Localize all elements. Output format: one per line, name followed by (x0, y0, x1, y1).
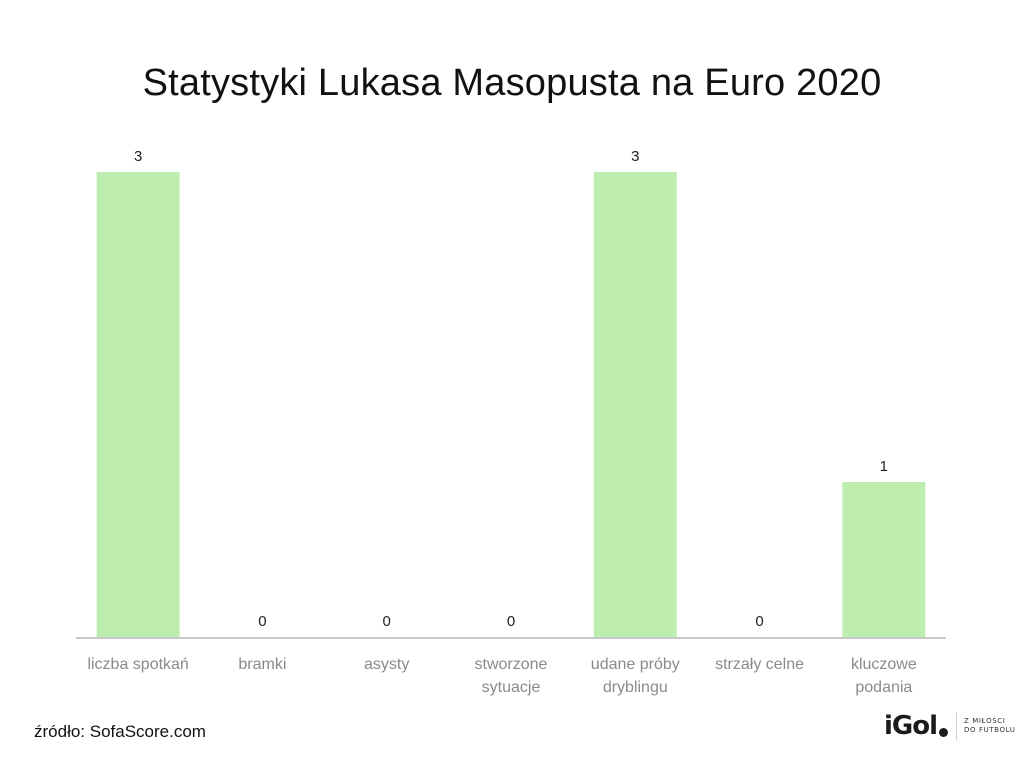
category-label: bramki (238, 656, 286, 673)
logo-wordmark-text: iGol (884, 711, 938, 741)
bar-value-label: 0 (383, 613, 391, 630)
logo-tagline-line1: Z MIŁOŚCI (964, 717, 1006, 725)
category-label: kluczowe (851, 656, 917, 673)
category-label: strzały celne (715, 656, 804, 673)
logo-tagline: Z MIŁOŚCI DO FUTBOLU (964, 717, 1015, 735)
source-note: źródło: SofaScore.com (34, 722, 206, 741)
logo-divider (956, 712, 958, 740)
category-label: dryblingu (603, 679, 668, 696)
bar-value-label: 3 (631, 148, 639, 165)
bar-value-label: 0 (755, 613, 763, 630)
bar-value-label: 0 (507, 613, 515, 630)
category-label: udane próby (591, 656, 680, 673)
bar (96, 172, 180, 637)
category-label: liczba spotkań (87, 656, 188, 673)
bar-value-label: 1 (880, 458, 888, 475)
igol-logo: iGol Z MIŁOŚCI DO FUTBOLU (884, 708, 1015, 744)
bar-value-label: 0 (258, 613, 266, 630)
logo-tagline-line2: DO FUTBOLU (964, 726, 1016, 734)
category-label: podania (855, 679, 912, 696)
category-label: sytuacje (482, 679, 541, 696)
logo-wordmark: iGol (884, 711, 949, 741)
category-label: asysty (364, 656, 409, 673)
chart-title: Statystyki Lukasa Masopusta na Euro 2020 (142, 62, 882, 104)
football-icon (939, 727, 949, 737)
bar (593, 172, 677, 637)
bar (842, 482, 926, 637)
bar-value-label: 3 (134, 148, 142, 165)
category-label: stworzone (475, 656, 548, 673)
